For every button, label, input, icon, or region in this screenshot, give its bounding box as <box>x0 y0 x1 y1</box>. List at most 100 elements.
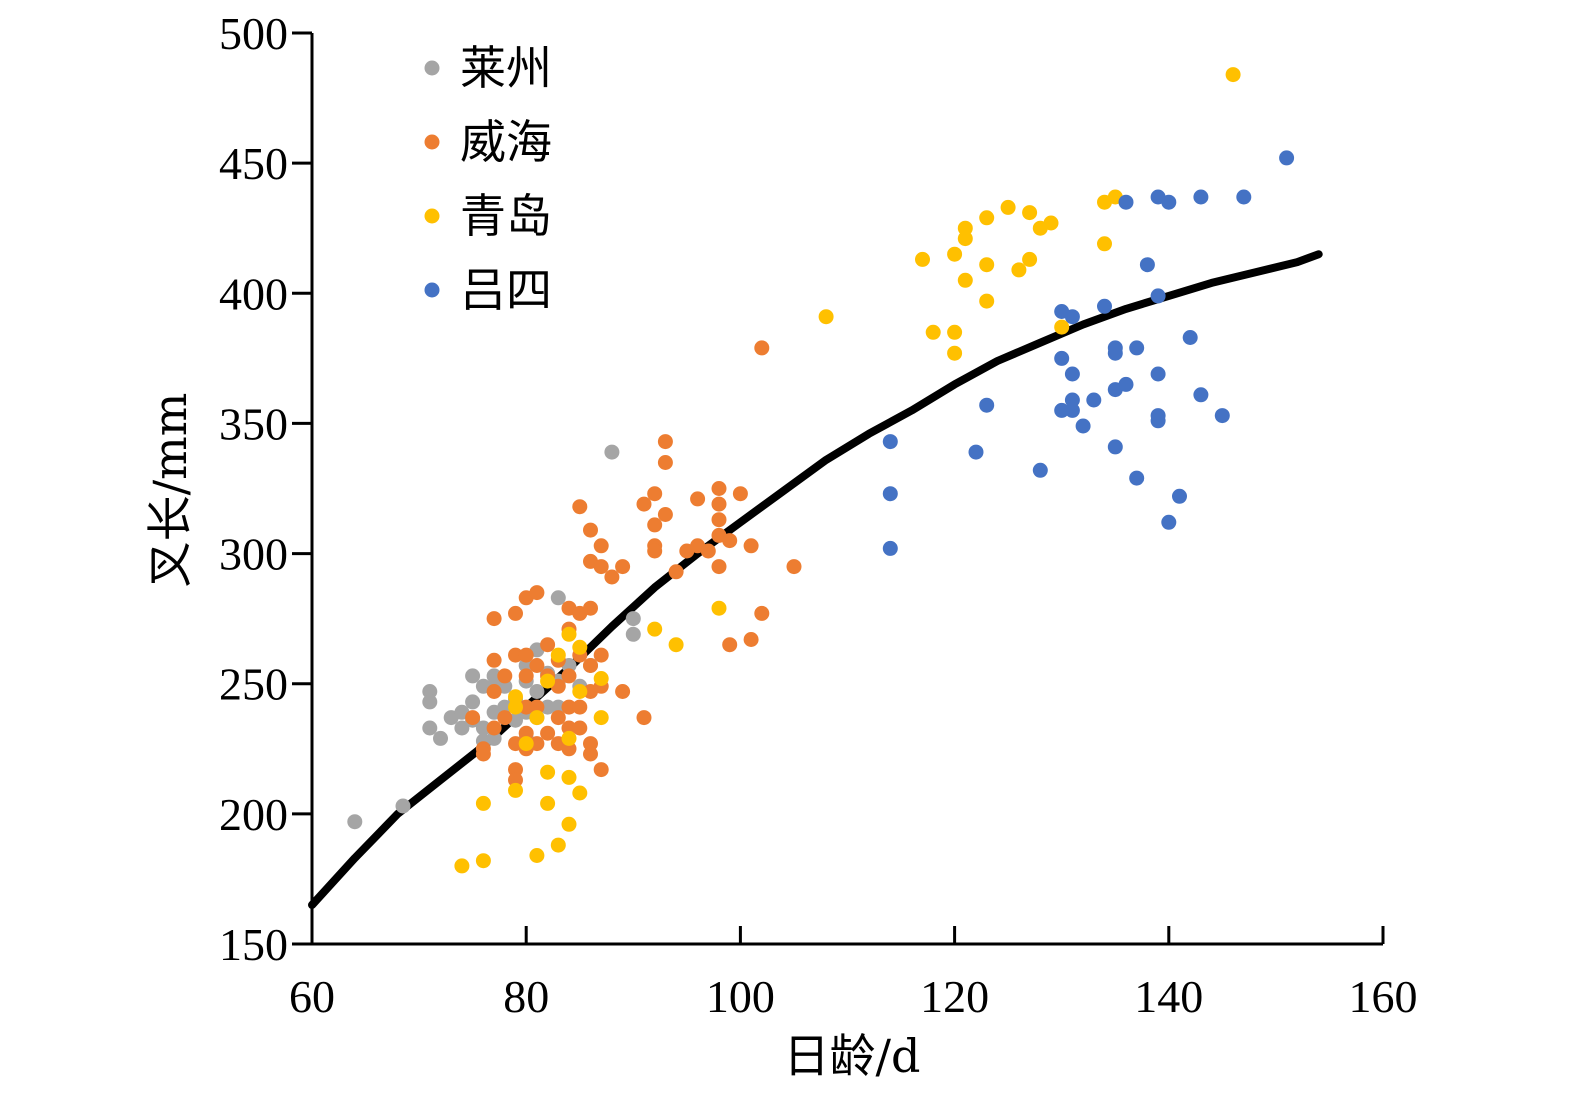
data-point <box>550 590 566 606</box>
data-point <box>1022 251 1038 267</box>
data-point <box>486 684 502 699</box>
data-points-layer <box>347 67 1295 874</box>
data-point <box>1075 418 1091 434</box>
data-point <box>1054 402 1070 418</box>
data-point <box>615 684 631 699</box>
data-point <box>593 710 609 726</box>
data-point <box>668 637 684 653</box>
data-point <box>743 632 759 647</box>
data-point <box>572 639 588 655</box>
x-tick-label: 160 <box>1349 971 1418 1022</box>
data-point <box>979 257 995 273</box>
data-point <box>786 559 802 575</box>
data-point <box>732 486 748 502</box>
data-point <box>625 626 641 642</box>
legend-marker <box>424 282 440 298</box>
data-point <box>947 345 963 361</box>
data-point <box>657 455 673 470</box>
data-point <box>947 324 963 340</box>
data-point <box>583 746 598 762</box>
data-point <box>518 668 534 684</box>
data-point <box>497 668 513 684</box>
data-point <box>1279 150 1295 166</box>
data-point <box>743 538 759 554</box>
y-tick-label: 300 <box>219 529 288 580</box>
data-point <box>561 741 577 757</box>
y-axis-title: 叉长/mm <box>143 393 197 588</box>
data-point <box>529 699 545 715</box>
data-point <box>529 848 545 863</box>
data-point <box>561 720 577 736</box>
data-point <box>1097 236 1112 252</box>
data-point <box>508 772 523 788</box>
data-point <box>604 444 620 460</box>
data-point <box>636 496 652 512</box>
data-point <box>722 637 738 653</box>
data-point <box>647 621 663 637</box>
data-point <box>711 559 727 575</box>
y-tick-label: 500 <box>219 8 288 59</box>
data-point <box>561 668 577 684</box>
data-point <box>1129 340 1145 356</box>
data-point <box>1193 387 1209 403</box>
data-point <box>979 397 995 413</box>
data-point <box>593 762 609 778</box>
data-point <box>593 538 609 554</box>
data-point <box>583 658 598 673</box>
data-point <box>497 710 513 726</box>
data-point <box>486 720 502 736</box>
data-point <box>711 600 727 616</box>
data-point <box>508 605 523 621</box>
data-point <box>518 699 534 715</box>
data-point <box>722 533 738 549</box>
data-point <box>636 710 652 726</box>
data-point <box>540 637 556 653</box>
x-axis-title: 日龄/d <box>784 1029 921 1083</box>
data-point <box>550 699 566 715</box>
data-point <box>422 684 438 699</box>
x-tick-label: 60 <box>289 971 335 1022</box>
data-point <box>540 673 556 689</box>
data-point <box>529 684 545 699</box>
data-point <box>1043 215 1059 231</box>
data-point <box>497 699 513 715</box>
data-point <box>625 611 641 627</box>
x-tick-label: 140 <box>1134 971 1203 1022</box>
data-point <box>475 853 491 869</box>
data-point <box>550 647 566 663</box>
data-point <box>572 699 588 715</box>
data-point <box>1236 189 1252 205</box>
data-point <box>711 481 727 496</box>
data-point <box>561 699 577 715</box>
fit-curve <box>308 250 1323 909</box>
data-point <box>882 486 898 502</box>
data-point <box>668 564 684 580</box>
data-point <box>475 795 491 811</box>
data-point <box>508 647 523 663</box>
x-tick-label: 120 <box>920 971 989 1022</box>
data-point <box>550 837 566 853</box>
data-point <box>433 730 448 746</box>
data-point <box>1139 257 1155 273</box>
data-point <box>947 246 963 262</box>
y-tick-label: 200 <box>219 789 288 840</box>
data-point <box>1064 392 1080 408</box>
data-point <box>1000 199 1016 215</box>
data-point <box>593 671 609 686</box>
fit-line-layer <box>308 250 1323 909</box>
data-point <box>957 220 973 236</box>
data-point <box>1032 462 1048 478</box>
data-point <box>529 736 545 752</box>
data-point <box>540 699 556 715</box>
legend-label: 吕四 <box>460 263 552 317</box>
data-point <box>657 434 673 450</box>
data-point <box>754 340 770 356</box>
data-point <box>1150 413 1166 429</box>
data-point <box>1118 376 1134 392</box>
data-point <box>583 736 598 752</box>
data-point <box>422 694 438 710</box>
data-point <box>1054 350 1070 366</box>
data-point <box>957 272 973 288</box>
data-point <box>1161 194 1177 210</box>
data-point <box>1107 439 1123 455</box>
